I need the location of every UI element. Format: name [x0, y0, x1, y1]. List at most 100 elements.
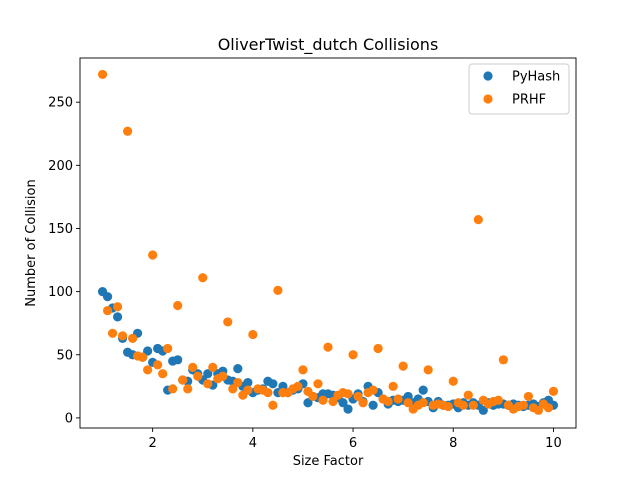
prhf-point: [123, 126, 133, 136]
prhf-point: [393, 394, 403, 404]
prhf-point: [298, 365, 308, 375]
plot-frame: [79, 57, 577, 429]
prhf-point: [188, 362, 198, 372]
prhf-point: [117, 331, 128, 341]
y-tick-label: 100: [48, 285, 73, 300]
y-axis-label: Number of Collision: [24, 179, 39, 306]
prhf-point: [458, 400, 468, 410]
x-tick-label: 2: [149, 436, 157, 451]
prhf-point: [198, 273, 208, 283]
pyhash-point: [112, 312, 123, 322]
prhf-point: [128, 333, 138, 343]
pyhash-point: [233, 364, 243, 374]
x-axis-ticks: 2 4 6 8 10: [149, 428, 562, 451]
prhf-point: [148, 250, 158, 260]
legend-label-pyhash: PyHash: [512, 70, 560, 85]
prhf-point: [368, 385, 378, 395]
prhf-point: [138, 352, 148, 362]
prhf-point: [158, 369, 168, 379]
prhf-point: [112, 302, 123, 312]
prhf-point: [107, 328, 118, 338]
prhf-point: [233, 377, 243, 388]
prhf-point: [193, 371, 203, 381]
x-tick-label: 6: [349, 436, 357, 451]
prhf-point: [308, 391, 318, 402]
prhf-point: [498, 355, 508, 365]
pyhash-point: [338, 398, 348, 408]
data-points: [97, 69, 559, 415]
prhf-point: [328, 396, 338, 407]
legend: PyHash PRHF: [468, 63, 570, 115]
x-tick-label: 10: [545, 436, 562, 451]
legend-marker-pyhash: [483, 71, 493, 81]
prhf-point: [143, 365, 153, 375]
legend-box: [468, 63, 570, 115]
x-tick-label: 8: [449, 436, 457, 451]
pyhash-point: [403, 391, 413, 402]
y-tick-label: 200: [48, 159, 73, 174]
pyhash-point: [203, 369, 213, 379]
prhf-point: [218, 371, 228, 381]
y-tick-label: 250: [48, 96, 73, 111]
prhf-point: [493, 395, 503, 405]
prhf-point: [543, 403, 554, 413]
prhf-point: [203, 379, 213, 389]
prhf-point: [473, 215, 483, 225]
prhf-point: [518, 400, 528, 410]
prhf-point: [163, 343, 173, 354]
prhf-point: [313, 379, 323, 389]
y-tick-label: 150: [48, 222, 73, 237]
y-tick-label: 0: [65, 411, 73, 426]
prhf-point: [423, 365, 433, 375]
prhf-point: [533, 405, 544, 415]
pyhash-point: [173, 355, 183, 365]
prhf-point: [468, 400, 478, 410]
prhf-point: [418, 398, 428, 408]
prhf-point: [153, 360, 163, 370]
pyhash-point: [418, 385, 428, 395]
prhf-point: [168, 384, 178, 394]
prhf-point: [448, 376, 458, 386]
y-axis-ticks: 0 50 100 150 200 250: [48, 96, 80, 426]
prhf-point: [228, 384, 238, 394]
pyhash-point: [343, 404, 353, 414]
prhf-point: [388, 381, 398, 391]
prhf-point: [523, 391, 534, 402]
pyhash-point: [303, 398, 313, 408]
pyhash-point: [143, 346, 153, 356]
prhf-point: [102, 305, 113, 316]
prhf-point: [373, 343, 383, 354]
x-axis-label: Size Factor: [293, 454, 364, 469]
prhf-point: [178, 375, 188, 385]
prhf-point: [243, 385, 253, 395]
prhf-point: [358, 398, 368, 408]
pyhash-point: [368, 400, 378, 410]
pyhash-point: [478, 405, 488, 415]
prhf-point: [273, 285, 283, 295]
prhf-point: [97, 69, 108, 80]
pyhash-point: [268, 379, 278, 389]
prhf-point: [323, 342, 333, 352]
x-tick-label: 4: [249, 436, 257, 451]
y-tick-label: 50: [56, 348, 73, 363]
prhf-point: [263, 388, 273, 398]
prhf-point: [353, 391, 363, 402]
prhf-point: [183, 384, 193, 394]
prhf-point: [348, 350, 358, 360]
prhf-point: [443, 401, 453, 412]
prhf-point: [398, 361, 408, 371]
prhf-point: [463, 390, 473, 400]
pyhash-point: [278, 381, 288, 391]
chart-title: OliverTwist_dutch Collisions: [218, 35, 439, 55]
pyhash-point: [102, 292, 113, 302]
prhf-point: [383, 396, 393, 407]
prhf-point: [173, 300, 183, 311]
prhf-point: [248, 329, 258, 340]
prhf-point: [223, 317, 233, 327]
prhf-point: [548, 386, 559, 396]
pyhash-point: [243, 377, 253, 388]
prhf-point: [208, 362, 218, 372]
legend-label-prhf: PRHF: [512, 93, 546, 108]
prhf-point: [268, 400, 278, 410]
